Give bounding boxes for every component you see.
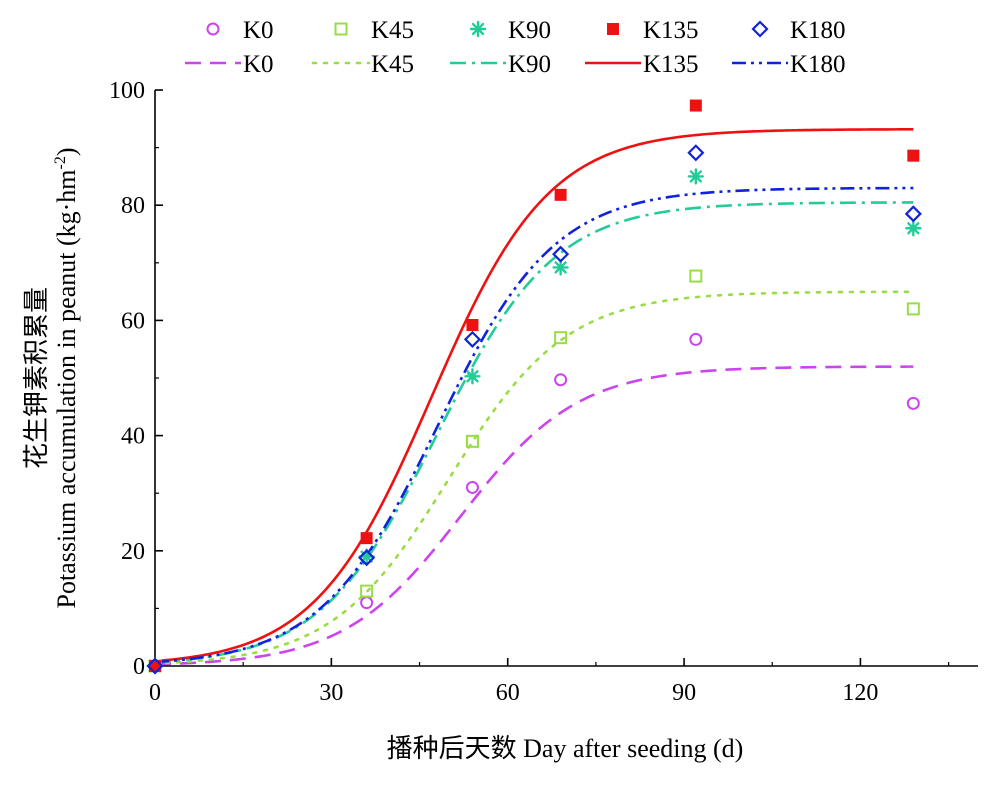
- legend-label-line-k135: K135: [643, 51, 699, 78]
- point-k0-4: [689, 332, 703, 346]
- y-axis-title-cn: 花生钾素积累量: [22, 287, 51, 469]
- y-tick-label-100: 100: [109, 78, 145, 104]
- y-tick-label-40: 40: [121, 424, 145, 450]
- point-k45-2: [465, 434, 479, 448]
- point-k180-5: [904, 205, 922, 223]
- point-k135-5: [907, 149, 920, 162]
- fit-curve-k180: [154, 186, 914, 664]
- fit-curve-k90: [154, 201, 914, 664]
- point-k135-3: [554, 188, 567, 201]
- legend-label-marker-k0: K0: [243, 17, 274, 44]
- y-axis-title: 花生钾素积累量 Potassium accumulation in peanut…: [22, 147, 81, 608]
- x-tick-label-120: 120: [842, 680, 878, 706]
- point-k45-4: [689, 269, 703, 283]
- fitted-curves: [153, 128, 915, 666]
- y-axis-title-en-text: Potassium accumulation in peanut (kg·hm: [52, 169, 81, 608]
- y-axis-title-unit-sup: -2: [52, 156, 69, 169]
- x-tick-label-60: 60: [496, 680, 520, 706]
- point-k45-5: [906, 302, 920, 316]
- point-k0-2: [465, 480, 479, 494]
- fit-curve-k45: [153, 290, 915, 665]
- legend-label-line-k0: K0: [243, 51, 274, 78]
- fit-curve-k135: [154, 128, 914, 663]
- point-k135-1: [360, 532, 373, 545]
- point-k135-2: [466, 319, 479, 332]
- point-k45-1: [360, 584, 374, 598]
- legend: K0 K0 K45 K45 K90 K90 K135 K135 K180 K180: [185, 17, 846, 78]
- legend-label-marker-k90: K90: [508, 17, 551, 44]
- point-k180-4: [687, 144, 705, 162]
- point-k0-3: [554, 373, 568, 387]
- legend-label-marker-k135: K135: [643, 17, 699, 44]
- point-k90-2: [464, 368, 481, 385]
- legend-label-marker-k180: K180: [790, 17, 846, 44]
- legend-label-line-k90: K90: [508, 51, 551, 78]
- legend-label-line-k180: K180: [790, 51, 846, 78]
- point-k90-5: [905, 220, 922, 237]
- point-k180-2: [463, 330, 481, 348]
- x-tick-label-90: 90: [672, 680, 696, 706]
- legend-label-line-k45: K45: [371, 51, 414, 78]
- legend-marker-k90: [469, 20, 487, 38]
- fit-curve-k0: [154, 365, 914, 666]
- legend-label-marker-k45: K45: [371, 17, 414, 44]
- legend-marker-k0: [206, 22, 220, 36]
- point-k180-3: [552, 245, 570, 263]
- point-k45-3: [554, 331, 568, 345]
- legend-marker-k135: [607, 23, 619, 35]
- y-tick-label-0: 0: [133, 654, 145, 680]
- axes: 0 20 40 60 80 100 0 30 60 90 120: [109, 78, 978, 706]
- y-tick-label-80: 80: [121, 193, 145, 219]
- x-tick-label-0: 0: [149, 680, 161, 706]
- point-k90-3: [552, 259, 569, 276]
- point-k0-1: [360, 596, 374, 610]
- y-tick-label-20: 20: [121, 539, 145, 565]
- point-k180-0: [146, 657, 164, 675]
- y-axis-title-en: Potassium accumulation in peanut (kg·hm-…: [52, 147, 81, 608]
- point-k0-5: [906, 396, 920, 410]
- x-axis-title: 播种后天数 Day after seeding (d): [387, 734, 744, 763]
- point-k180-1: [358, 549, 376, 567]
- legend-marker-k180: [751, 20, 769, 38]
- y-tick-label-60: 60: [121, 308, 145, 334]
- data-markers: [146, 99, 922, 675]
- x-tick-label-30: 30: [319, 680, 343, 706]
- legend-marker-k45: [334, 22, 348, 36]
- y-axis-title-unit-close: ): [52, 147, 81, 156]
- point-k135-4: [689, 99, 702, 112]
- point-k90-4: [687, 168, 705, 185]
